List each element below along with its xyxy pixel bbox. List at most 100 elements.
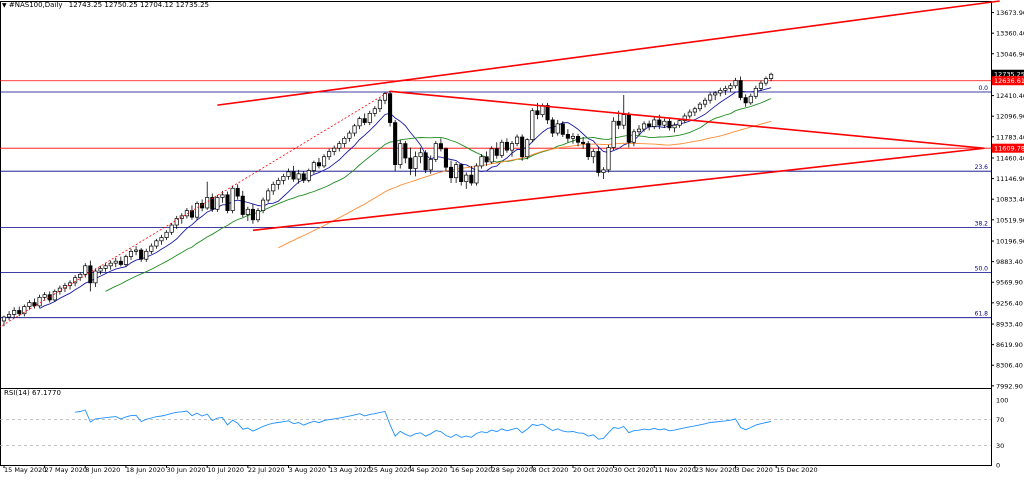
candle — [555, 119, 560, 136]
candle — [677, 118, 682, 128]
candle — [393, 119, 398, 172]
price-tag-label: 11609.78 — [994, 145, 1024, 153]
rsi-tick-label: 30 — [996, 442, 1004, 450]
candle-body — [118, 260, 123, 265]
candle-body — [250, 208, 255, 221]
y-axis-tick-label: 8933.40 — [996, 321, 1023, 329]
candle-body — [266, 190, 271, 201]
candle-body — [464, 174, 469, 183]
x-axis-tick-label: 20 Oct 2020 — [573, 466, 613, 474]
fib-level-label: 61.8 — [975, 311, 989, 318]
candle — [484, 151, 489, 166]
rsi-tick-label: 100 — [996, 397, 1008, 405]
candle — [194, 201, 200, 220]
candle — [367, 110, 372, 126]
rsi-header-label: RSI(14) 67.1770 — [4, 389, 61, 397]
candle — [570, 133, 576, 144]
rsi-panel-frame — [0, 388, 992, 466]
candle-body — [560, 123, 565, 135]
candle-body — [642, 123, 647, 130]
candle-body — [601, 169, 606, 173]
candle-body — [647, 123, 652, 127]
candle-body — [474, 165, 479, 184]
candle-body — [225, 194, 230, 211]
price-tag — [992, 69, 1024, 79]
candle — [743, 94, 748, 107]
candle-body — [545, 105, 550, 121]
candle-body — [738, 80, 743, 98]
trend-line — [390, 90, 985, 150]
candle-body — [12, 310, 17, 315]
candle — [454, 161, 459, 184]
candle — [448, 160, 454, 184]
candle-body — [388, 93, 393, 123]
candle — [718, 87, 723, 97]
candle-body — [1, 316, 7, 322]
candle-body — [459, 164, 464, 183]
candle-body — [520, 136, 525, 158]
candle — [159, 234, 164, 245]
candle-body — [139, 249, 144, 260]
candle-body — [438, 143, 443, 150]
candle-body — [708, 94, 713, 101]
candle-body — [134, 249, 139, 252]
candle — [682, 113, 687, 124]
candle-body — [509, 143, 515, 151]
candle-body — [73, 277, 78, 284]
candle-body — [42, 294, 47, 298]
candle-body — [763, 78, 769, 84]
candle-body — [769, 73, 774, 79]
candle-body — [575, 136, 581, 143]
candle-body — [433, 143, 438, 160]
candle-body — [306, 170, 311, 181]
candle-body — [7, 314, 12, 318]
x-axis-tick-label: 11 Nov 2020 — [654, 466, 696, 474]
candle — [464, 172, 469, 189]
candle — [12, 307, 17, 318]
ohlc-values: 12743.25 12750.25 12704.12 12735.25 — [68, 1, 210, 9]
candle-body — [200, 203, 205, 209]
candle-body — [702, 99, 708, 105]
candle — [631, 129, 636, 147]
candle-body — [245, 208, 250, 215]
candle — [469, 165, 474, 186]
y-axis-tick-label: 12410.40 — [996, 92, 1024, 100]
candle — [174, 215, 179, 229]
candle — [423, 150, 428, 174]
candle — [443, 147, 449, 172]
x-axis-tick-label: 15 Dec 2020 — [776, 466, 818, 474]
dropdown-arrow-icon[interactable]: ▼ — [2, 2, 7, 9]
candle — [321, 154, 327, 168]
candle-body — [169, 224, 174, 233]
candle-body — [713, 92, 718, 96]
candle-body — [78, 273, 83, 278]
candle-body — [286, 171, 291, 177]
candle-body — [93, 270, 98, 284]
candle-body — [377, 99, 382, 110]
candle-body — [342, 137, 347, 144]
candle-body — [372, 108, 377, 114]
candle-body — [662, 120, 667, 126]
candle — [611, 117, 616, 151]
candle-body — [682, 115, 687, 121]
candle — [692, 106, 697, 116]
candle-body — [484, 156, 489, 163]
candle — [27, 299, 32, 310]
candle-body — [261, 199, 266, 211]
candle-body — [174, 218, 179, 226]
candle — [235, 184, 240, 200]
candle-body — [357, 118, 362, 127]
trend-line — [0, 90, 391, 328]
candle-body — [403, 143, 408, 159]
candle — [377, 98, 382, 113]
candle — [408, 147, 413, 176]
candle — [525, 138, 530, 160]
candle — [601, 167, 606, 180]
candle — [205, 181, 210, 210]
y-axis-tick-label: 7992.90 — [996, 382, 1023, 390]
candle — [311, 160, 316, 174]
fib-level-label: 50.0 — [975, 265, 989, 272]
candle — [403, 140, 408, 164]
